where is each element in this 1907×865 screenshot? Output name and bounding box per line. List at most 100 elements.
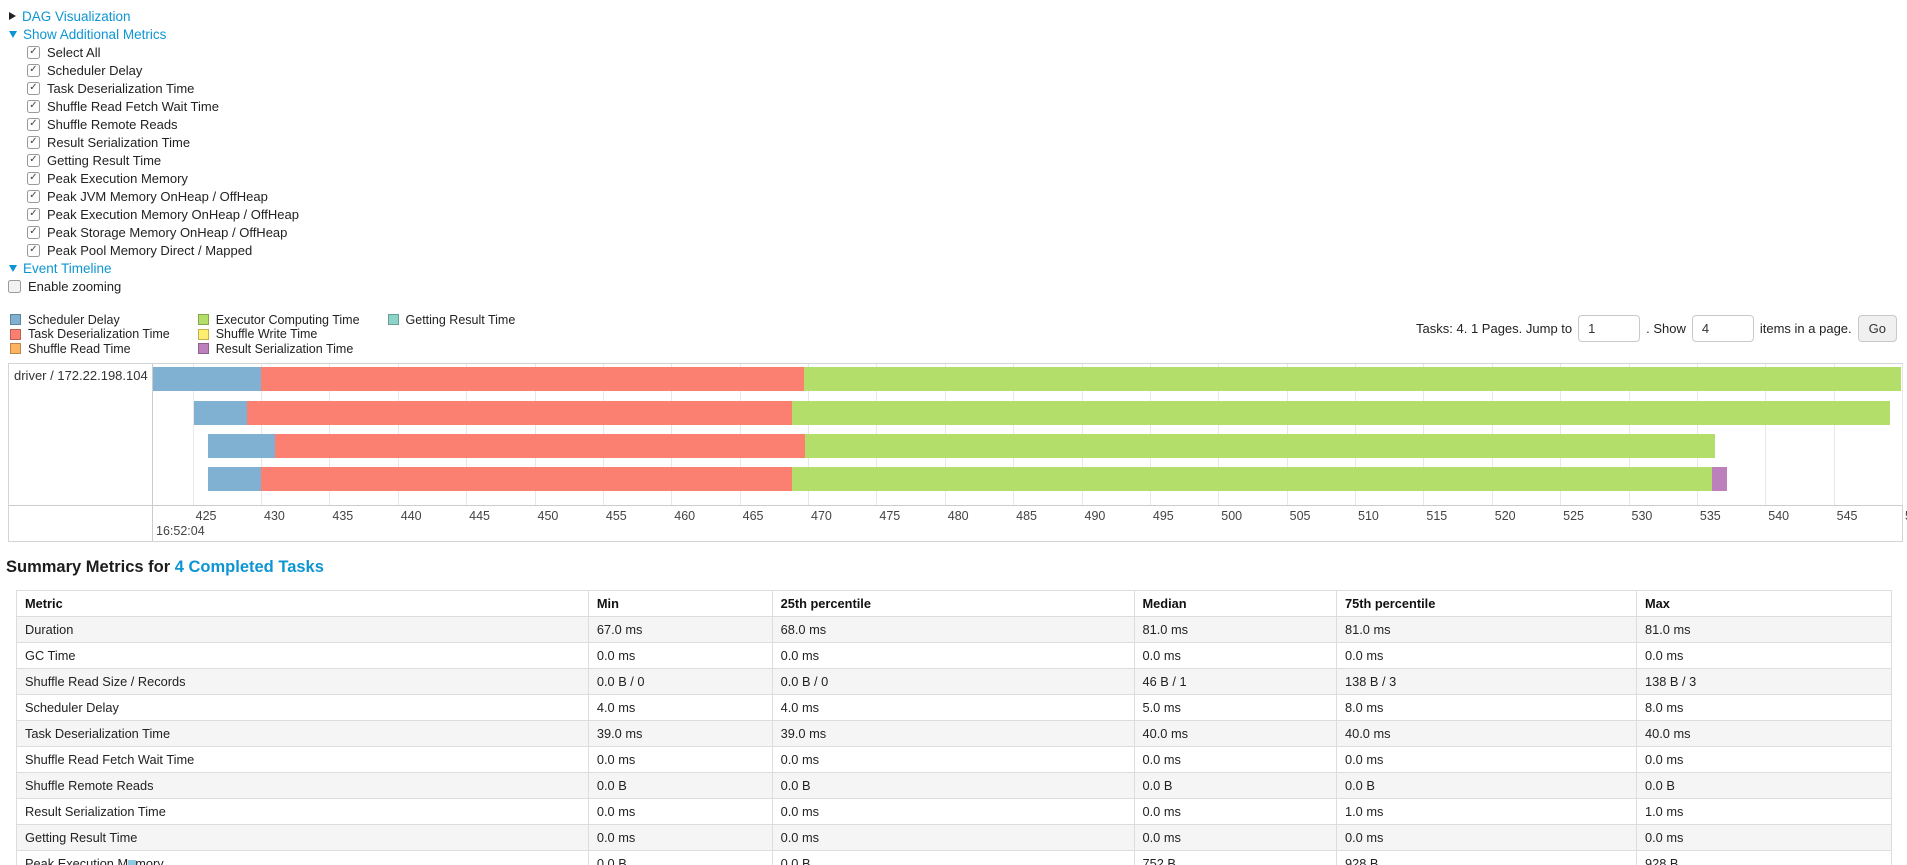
timeline-tick-label: 440 <box>400 509 422 523</box>
metric-value-cell: 39.0 ms <box>587 720 773 747</box>
legend-swatch-icon <box>10 328 21 340</box>
completed-tasks-link[interactable]: 4 Completed Tasks <box>174 558 324 576</box>
checkbox-checked-icon[interactable]: ✓ <box>27 207 40 221</box>
metric-checkbox-item: ✓ Scheduler Delay <box>27 61 1907 79</box>
checkbox-checked-icon[interactable]: ✓ <box>27 117 40 131</box>
dag-visualization-toggle[interactable]: DAG Visualization <box>0 7 1907 25</box>
timeline-task-bar-segment-task-deserialization[interactable] <box>274 434 806 458</box>
summary-metrics-title: Summary Metrics for 4 Completed Tasks <box>6 558 1907 580</box>
dag-visualization-link[interactable]: DAG Visualization <box>22 8 131 24</box>
table-header-cell: Median <box>1133 590 1337 617</box>
metric-value-cell: 0.0 ms <box>587 824 773 851</box>
legend-swatch-icon <box>10 314 21 326</box>
timeline-task-bar-segment-scheduler-delay[interactable] <box>207 434 275 458</box>
timeline-task-bar-segment-task-deserialization[interactable] <box>261 467 792 491</box>
show-additional-metrics-link[interactable]: Show Additional Metrics <box>23 26 167 42</box>
metric-checkbox-label: Peak Storage Memory OnHeap / OffHeap <box>47 224 288 240</box>
metric-name-cell: Scheduler Delay <box>16 694 589 721</box>
collapsed-arrow-icon <box>9 12 16 20</box>
metric-checkbox-item: ✓ Peak Execution Memory <box>27 169 1907 187</box>
timeline-tick-label: 435 <box>332 509 354 523</box>
timeline-task-bar-segment-scheduler-delay[interactable] <box>194 401 248 425</box>
timeline-task-bar-segment-executor-computing[interactable] <box>791 467 1712 491</box>
items-per-page-input[interactable] <box>1691 315 1754 342</box>
timeline-tick-label: 520 <box>1494 509 1516 523</box>
metric-value-cell: 0.0 ms <box>1336 642 1637 669</box>
timeline-task-bar-segment-executor-computing[interactable] <box>803 367 1901 391</box>
checkbox-checked-icon[interactable]: ✓ <box>27 45 40 59</box>
checkbox-checked-icon[interactable]: ✓ <box>27 225 40 239</box>
metric-checkbox-item: ✓ Task Deserialization Time <box>27 79 1907 97</box>
go-button[interactable]: Go <box>1857 315 1897 342</box>
timeline-tick-label: 550 <box>1905 509 1907 523</box>
legend-item: Shuffle Read Time <box>10 342 170 356</box>
metric-name-cell: Shuffle Remote Reads <box>16 772 589 799</box>
metric-checkbox-item: ✓ Shuffle Remote Reads <box>27 115 1907 133</box>
timeline-tick-label: 545 <box>1836 509 1858 523</box>
metric-name-cell: Shuffle Read Size / Records <box>16 668 589 695</box>
timeline-task-bar-segment-executor-computing[interactable] <box>791 401 1890 425</box>
timeline-task-bar-segment-task-deserialization[interactable] <box>247 401 792 425</box>
metric-name-cell: Result Serialization Time <box>16 798 589 825</box>
timeline-tick-label: 530 <box>1631 509 1653 523</box>
timeline-task-bar-segment-scheduler-delay[interactable] <box>153 367 262 391</box>
metric-value-cell: 0.0 ms <box>771 642 1135 669</box>
table-row: Shuffle Remote Reads 0.0 B 0.0 B 0.0 B 0.0 B… <box>16 772 1892 799</box>
event-timeline-link[interactable]: Event Timeline <box>23 260 112 276</box>
checkbox-checked-icon[interactable]: ✓ <box>27 189 40 203</box>
table-header-cell: 75th percentile <box>1336 590 1637 617</box>
timeline-gridline <box>1902 364 1903 505</box>
timeline-gridline <box>1765 364 1767 505</box>
metric-checkbox-item: ✓ Select All <box>27 43 1907 61</box>
legend-label: Scheduler Delay <box>28 312 120 327</box>
timeline-tick-label: 460 <box>674 509 696 523</box>
metric-value-cell: 81.0 ms <box>1636 616 1892 643</box>
legend-swatch-icon <box>197 343 209 355</box>
timeline-task-bar-segment-task-deserialization[interactable] <box>261 367 804 391</box>
checkbox-checked-icon[interactable]: ✓ <box>27 63 40 77</box>
metric-name-cell: Peak Execution Memory <box>16 850 589 865</box>
task-pagination: Tasks: 4. 1 Pages. Jump to . Show items … <box>1416 315 1897 342</box>
timeline-task-bar-segment-scheduler-delay[interactable] <box>207 467 262 491</box>
legend-item: Scheduler Delay <box>10 313 170 327</box>
legend-pagination-band: Scheduler Delay Task Deserialization Time… <box>0 313 1907 357</box>
legend-label: Shuffle Read Time <box>28 341 131 356</box>
additional-metrics-checkbox-list: ✓ Select All ✓ Scheduler Delay ✓ Task Deseria… <box>0 43 1907 259</box>
table-row: Scheduler Delay 4.0 ms 4.0 ms 5.0 ms 8.0 ms 8… <box>16 694 1892 721</box>
pagination-items-text: items in a page. <box>1759 321 1852 336</box>
legend-label: Task Deserialization Time <box>28 327 170 342</box>
metric-value-cell: 0.0 ms <box>1636 746 1892 773</box>
metric-checkbox-item: ✓ Result Serialization Time <box>27 133 1907 151</box>
metric-checkbox-label: Task Deserialization Time <box>47 80 195 96</box>
metric-value-cell: 46 B / 1 <box>1133 668 1337 695</box>
timeline-tick-label: 475 <box>879 509 901 523</box>
checkbox-checked-icon[interactable]: ✓ <box>27 99 40 113</box>
checkbox-checked-icon[interactable]: ✓ <box>27 135 40 149</box>
timeline-task-bar-segment-executor-computing[interactable] <box>805 434 1715 458</box>
timeline-task-bar-segment-result-serialization[interactable] <box>1711 467 1727 491</box>
timeline-tick-label: 500 <box>1221 509 1243 523</box>
metric-value-cell: 138 B / 3 <box>1336 668 1637 695</box>
metric-checkbox-label: Scheduler Delay <box>47 62 143 78</box>
checkbox-checked-icon[interactable]: ✓ <box>27 171 40 185</box>
legend-item: Getting Result Time <box>387 313 515 327</box>
checkbox-unchecked-icon[interactable] <box>8 279 21 293</box>
timeline-tick-label: 465 <box>742 509 764 523</box>
metric-value-cell: 0.0 ms <box>1636 824 1892 851</box>
show-additional-metrics-toggle[interactable]: Show Additional Metrics <box>0 25 1907 43</box>
timeline-plot-area <box>152 364 1903 505</box>
jump-to-page-input[interactable] <box>1578 315 1641 342</box>
legend-label: Executor Computing Time <box>215 312 360 327</box>
enable-zooming-row: Enable zooming <box>0 277 1907 295</box>
timeline-tick-label: 490 <box>1084 509 1106 523</box>
metric-name-cell: Getting Result Time <box>16 824 589 851</box>
checkbox-checked-icon[interactable]: ✓ <box>27 81 40 95</box>
event-timeline-toggle[interactable]: Event Timeline <box>0 259 1907 277</box>
metric-value-cell: 0.0 ms <box>1133 642 1337 669</box>
timeline-row-label: driver / 172.22.198.104 <box>14 368 148 383</box>
table-header-cell: Metric <box>16 590 589 617</box>
checkbox-checked-icon[interactable]: ✓ <box>27 243 40 257</box>
checkbox-checked-icon[interactable]: ✓ <box>27 153 40 167</box>
metric-value-cell: 0.0 ms <box>1133 746 1337 773</box>
